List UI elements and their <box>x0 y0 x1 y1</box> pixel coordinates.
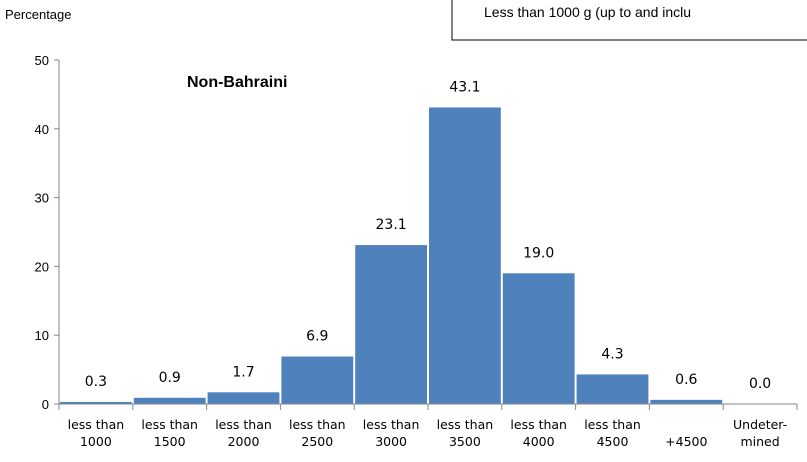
bar <box>60 401 132 404</box>
y-axis: 0 10 20 30 40 50 <box>35 53 60 412</box>
bar <box>207 392 280 404</box>
x-tick-label: less than 2500 <box>289 417 346 449</box>
x-tick-label: less than 2000 <box>215 417 272 449</box>
data-label: 0.6 <box>675 372 697 388</box>
note-text: Less than 1000 g (up to and inclu <box>484 4 691 20</box>
data-label: 6.9 <box>306 329 328 345</box>
bars <box>60 107 723 405</box>
note-box: Less than 1000 g (up to and inclu <box>451 0 807 41</box>
x-tick-label: less than 4000 <box>510 417 567 449</box>
bar <box>502 273 575 404</box>
data-label: 0.3 <box>85 374 107 390</box>
bar <box>650 399 723 404</box>
y-tick-label: 0 <box>42 397 49 412</box>
x-axis: less than 1000 less than 1500 less than 2000 l… <box>58 403 798 449</box>
x-tick-label: less than 1000 <box>68 417 125 449</box>
bar <box>133 397 206 404</box>
panel-title: Non-Bahraini <box>187 74 287 91</box>
data-label: 1.7 <box>232 364 254 380</box>
x-tick-label: less than 3000 <box>363 417 420 449</box>
data-labels: 0.3 0.9 1.7 6.9 23.1 43.1 19.0 4.3 0.6 0.0 <box>85 79 771 392</box>
data-label: 0.9 <box>159 370 181 386</box>
x-tick-label: less than 1500 <box>141 417 198 449</box>
bar <box>576 374 649 404</box>
y-tick-label: 50 <box>35 53 49 68</box>
y-axis-label: Percentage <box>5 7 72 22</box>
x-tick-label: +4500 <box>665 434 707 449</box>
y-tick-label: 10 <box>35 328 49 343</box>
data-label: 43.1 <box>449 79 480 95</box>
bar <box>355 245 427 404</box>
data-label: 19.0 <box>523 245 554 261</box>
note-box-frame <box>451 0 807 41</box>
data-label: 23.1 <box>376 217 407 233</box>
x-tick-label: less than 3500 <box>437 417 494 449</box>
bar <box>429 107 501 405</box>
y-tick-label: 20 <box>35 259 49 274</box>
bar <box>281 356 354 404</box>
y-tick-label: 30 <box>35 191 49 206</box>
data-label: 0.0 <box>749 376 771 392</box>
x-tick-label: less than 4500 <box>584 417 641 449</box>
x-tick-label: Undeter-mined <box>733 417 787 449</box>
data-label: 4.3 <box>601 346 623 362</box>
y-tick-label: 40 <box>35 122 49 137</box>
